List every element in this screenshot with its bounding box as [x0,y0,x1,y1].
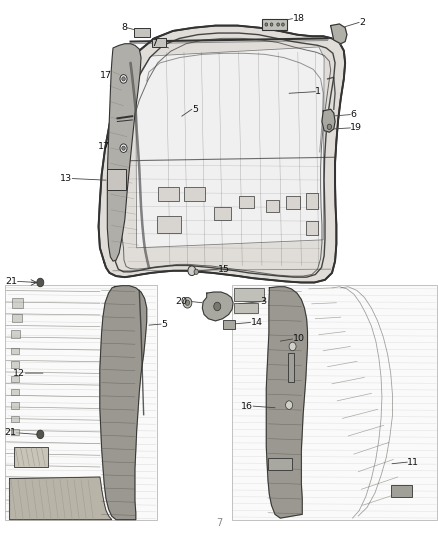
Text: 21: 21 [6,277,18,286]
Bar [239,196,254,208]
Circle shape [122,77,125,81]
Text: 16: 16 [241,402,253,410]
Bar [234,303,258,313]
Bar [11,348,19,354]
Bar [11,402,19,409]
Bar [268,458,292,470]
Bar [391,485,412,497]
Bar [223,320,235,329]
Bar [158,187,179,201]
Text: 8: 8 [121,23,127,32]
Bar [5,285,157,520]
Text: 18: 18 [293,14,304,23]
Polygon shape [107,44,141,261]
Text: 5: 5 [192,105,198,114]
Bar [232,285,437,520]
Circle shape [120,144,127,152]
Polygon shape [10,477,112,520]
Text: 6: 6 [350,110,357,119]
Text: 7: 7 [216,519,222,528]
Polygon shape [331,24,347,44]
Text: 21: 21 [5,429,17,437]
Text: 3: 3 [261,297,267,306]
Bar [12,298,23,308]
Circle shape [327,124,332,130]
Circle shape [282,23,284,26]
Polygon shape [322,109,335,132]
Text: 12: 12 [14,369,25,377]
Text: 7: 7 [152,39,158,48]
Circle shape [37,430,44,439]
Bar [286,196,300,209]
Bar [288,353,294,382]
Circle shape [289,342,296,351]
Bar [306,221,318,235]
Text: 13: 13 [60,174,72,183]
Bar [152,38,166,47]
Text: 19: 19 [350,124,362,132]
Bar [157,216,181,233]
Bar [14,447,48,467]
Bar [134,28,150,37]
Bar [12,314,22,322]
Text: 2: 2 [359,18,365,27]
Circle shape [122,146,125,150]
Text: 20: 20 [176,297,187,305]
Bar [11,416,19,422]
Circle shape [120,75,127,83]
Text: 11: 11 [407,458,419,466]
Circle shape [185,300,190,305]
Circle shape [188,266,196,276]
Bar [184,187,205,201]
Text: 17: 17 [99,142,110,151]
Bar [11,330,20,338]
Circle shape [277,23,279,26]
Polygon shape [100,286,147,520]
Bar [11,429,19,435]
Bar [262,19,287,30]
Polygon shape [136,47,324,248]
Text: 15: 15 [218,265,230,273]
Bar [11,376,19,382]
Text: 1: 1 [315,87,321,96]
Circle shape [265,23,268,26]
Bar [234,288,264,301]
Text: 5: 5 [161,320,167,328]
Circle shape [37,278,44,287]
Circle shape [194,269,198,274]
Polygon shape [266,287,307,518]
Text: 10: 10 [293,335,304,343]
Bar [11,389,19,395]
Circle shape [214,302,221,311]
Circle shape [286,401,293,409]
Bar [214,207,231,220]
Circle shape [270,23,273,26]
Polygon shape [99,26,345,282]
Bar [11,361,19,368]
Bar [107,169,126,190]
Text: 14: 14 [251,318,262,327]
Polygon shape [202,292,233,321]
Bar [306,193,318,209]
Circle shape [183,297,192,308]
Text: 17: 17 [100,71,112,80]
Bar [266,200,279,212]
